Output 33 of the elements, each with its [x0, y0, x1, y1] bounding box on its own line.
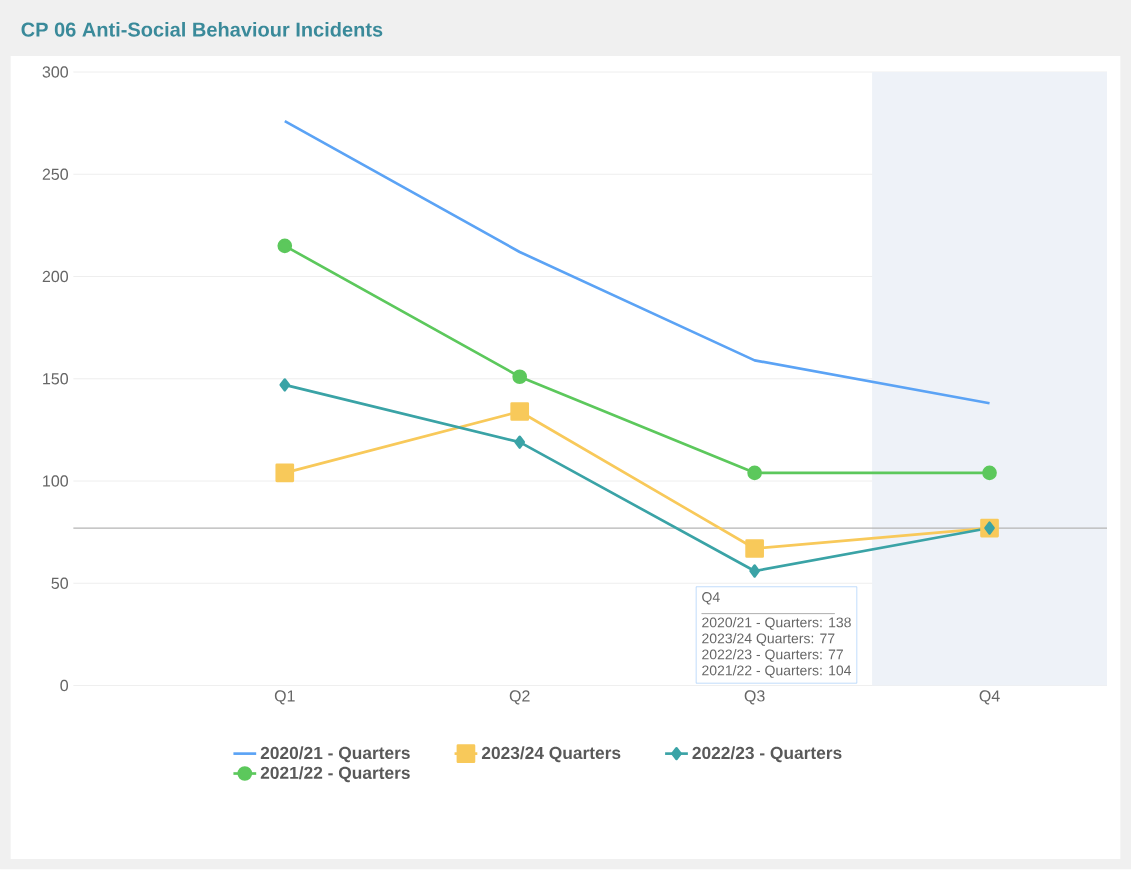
annotation: 2022/23 - Quarters: 77: [702, 649, 843, 663]
x-tick-label: Q3: [744, 690, 765, 705]
point: [747, 465, 762, 481]
point: [745, 539, 764, 559]
x-tick-label: Q1: [274, 690, 295, 705]
y-tick-label: 200: [42, 271, 69, 283]
point: [279, 378, 291, 392]
point: [512, 369, 528, 385]
point: [749, 564, 760, 578]
y-tick-label: 250: [42, 168, 69, 181]
point: [275, 463, 295, 483]
annotation: Q4: [702, 592, 720, 605]
x-tick-label: Q2: [509, 690, 530, 705]
y-tick-label: 300: [42, 66, 69, 78]
point: [510, 402, 530, 422]
point: [277, 238, 293, 254]
y-tick-label: 50: [51, 577, 69, 590]
x-tick-label: Q4: [979, 690, 1000, 705]
annotation: 2021/22 - Quarters: 104: [702, 665, 852, 679]
line-series: [283, 119, 991, 405]
point: [982, 465, 997, 481]
chart-title: CP 06 Anti-Social Behaviour Incidents: [21, 22, 383, 37]
annotation: 2023/24 Quarters: 77: [702, 633, 835, 647]
legend-label: 2021/22 - Quarters: [260, 766, 410, 783]
y-tick-label: 0: [60, 680, 69, 692]
legend-label: 2023/24 Quarters: [481, 746, 621, 763]
point: [514, 435, 526, 450]
point: [984, 521, 995, 535]
annotation: 2020/21 - Quarters: 138: [702, 617, 851, 631]
y-tick-label: 150: [43, 373, 69, 385]
legend-label: 2022/23 - Quarters: [692, 746, 842, 763]
legend-label: 2020/21 - Quarters: [260, 746, 410, 763]
y-tick-label: 100: [43, 475, 69, 487]
